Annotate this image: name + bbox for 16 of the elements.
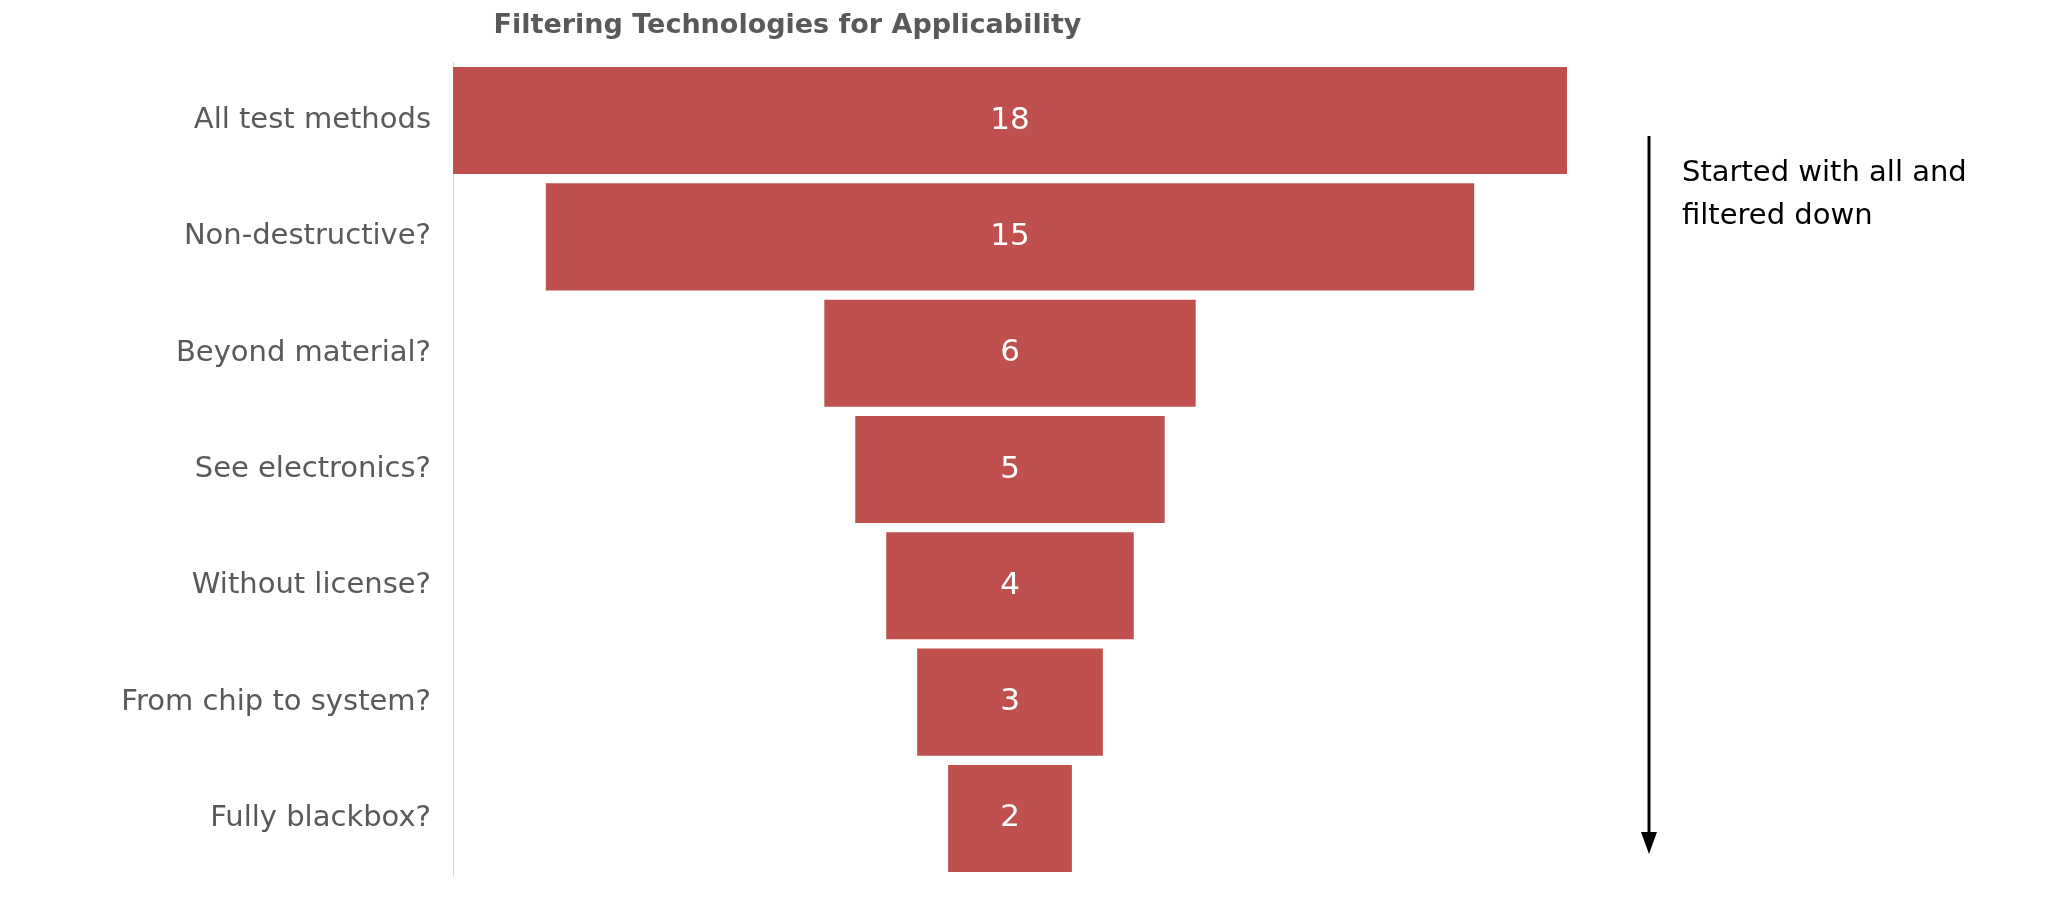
- text: Started with all and filtered down: [1682, 153, 1967, 233]
- data-label: 4: [1000, 564, 1020, 601]
- data-label: 2: [1000, 797, 1020, 834]
- category-label: Fully blackbox?: [210, 798, 431, 833]
- data-label: 5: [1000, 448, 1020, 485]
- category-label: From chip to system?: [121, 682, 431, 717]
- category-label: Without license?: [191, 566, 431, 601]
- category-label: Non-destructive?: [183, 217, 431, 252]
- data-label: 3: [1000, 681, 1020, 718]
- text: Filtering Technologies for Applicability: [493, 8, 1082, 40]
- category-label: See electronics?: [194, 450, 431, 485]
- data-label: 6: [1000, 332, 1020, 369]
- category-label: All test methods: [193, 101, 431, 136]
- data-label: 15: [990, 215, 1030, 252]
- category-label: Beyond material?: [175, 333, 431, 368]
- data-label: 18: [990, 99, 1030, 136]
